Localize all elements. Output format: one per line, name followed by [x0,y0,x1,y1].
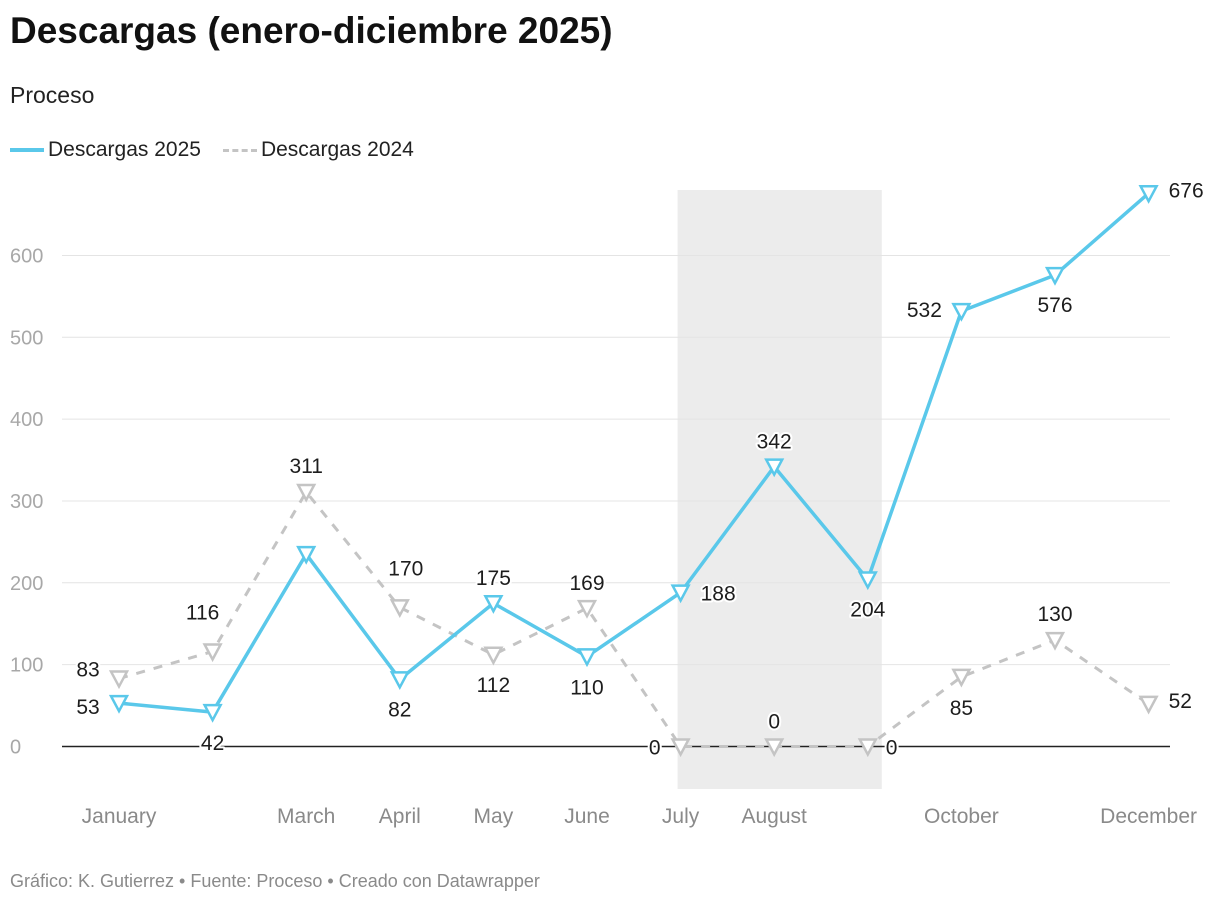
x-tick-label: May [474,805,514,828]
marker-2025 [670,584,691,604]
data-label-2024: 83 [76,659,99,682]
marker-2024 [389,599,410,618]
marker-2024 [296,483,317,503]
marker-2025 [576,648,598,668]
data-label-2025: 175 [476,567,511,590]
x-tick-label: January [82,805,157,828]
legend-label-2024: Descargas 2024 [260,138,414,161]
x-tick-label: August [742,805,808,828]
marker-2024 [483,646,504,666]
legend-label-2025: Descargas 2025 [48,138,201,161]
marker-2025 [951,302,972,322]
marker-2025 [389,671,410,691]
x-tick-label: October [924,805,999,828]
data-label-2024: 130 [1037,603,1072,626]
marker-2024 [202,643,223,663]
marker-2024 [108,670,130,690]
data-label-2024: 169 [569,572,604,595]
data-label-2025: 110 [570,676,603,699]
data-label-2024: 0 [768,710,780,733]
highlight-band [677,190,882,789]
data-label-2025: 342 [757,431,792,454]
legend-item-2025: Descargas 2025 [10,138,201,162]
marker-2024 [576,599,598,619]
data-label-2025: 42 [201,732,224,755]
marker-2024 [1138,695,1159,715]
data-label-2025: 676 [1169,179,1204,202]
marker-2025 [296,545,317,565]
y-tick-label: 100 [10,655,43,677]
data-label-2024: 116 [186,602,219,625]
chart-subtitle: Proceso [10,82,95,108]
y-tick-label: 400 [10,409,43,431]
legend-swatch-2024 [222,148,257,152]
legend-swatch-2025 [10,148,44,152]
data-label-2025: 82 [388,698,411,721]
marker-2024 [670,738,691,758]
marker-2024 [1044,631,1066,651]
data-label-2024: 170 [388,557,423,580]
marker-2025 [108,694,130,714]
x-tick-label: December [1100,805,1197,828]
y-tick-label: 200 [10,573,43,595]
data-label-2025: 576 [1037,294,1072,317]
legend-item-2024: Descargas 2024 [222,138,414,162]
x-tick-label: July [662,805,700,828]
marker-2025 [764,458,785,478]
data-label-2024: 85 [950,697,973,720]
y-tick-label: 500 [10,327,43,349]
chart-title: Descargas (enero-diciembre 2025) [10,10,613,51]
x-tick-label: March [277,805,335,828]
marker-2024 [951,668,972,688]
series-line-2024 [118,490,1150,748]
data-label-2025: 188 [701,583,736,606]
series-line-2025 [118,191,1150,714]
x-tick-label: April [379,805,421,828]
marker-2025 [857,571,878,591]
marker-2024 [857,738,878,758]
y-tick-label: 0 [10,736,21,758]
footer-credit: Gráfico: K. Gutierrez • Fuente: Proceso … [10,871,540,891]
legend: Descargas 2025 Descargas 2024 [10,138,436,162]
data-label-2024: 0 [886,736,898,759]
marker-2024 [764,738,785,758]
data-label-2025: 53 [76,696,99,719]
data-label-2024: 0 [649,736,661,759]
data-label-2024: 311 [289,455,322,478]
marker-2025 [1044,266,1066,286]
data-label-2024: 112 [477,674,510,697]
data-label-2025: 532 [907,299,942,322]
x-tick-label: June [564,805,610,828]
y-tick-label: 300 [10,491,43,513]
y-tick-label: 600 [10,245,43,267]
marker-2025 [483,594,504,614]
data-label-2025: 204 [850,599,885,622]
marker-2025 [202,703,223,723]
marker-2025 [1138,185,1159,204]
data-label-2024: 52 [1169,690,1192,713]
